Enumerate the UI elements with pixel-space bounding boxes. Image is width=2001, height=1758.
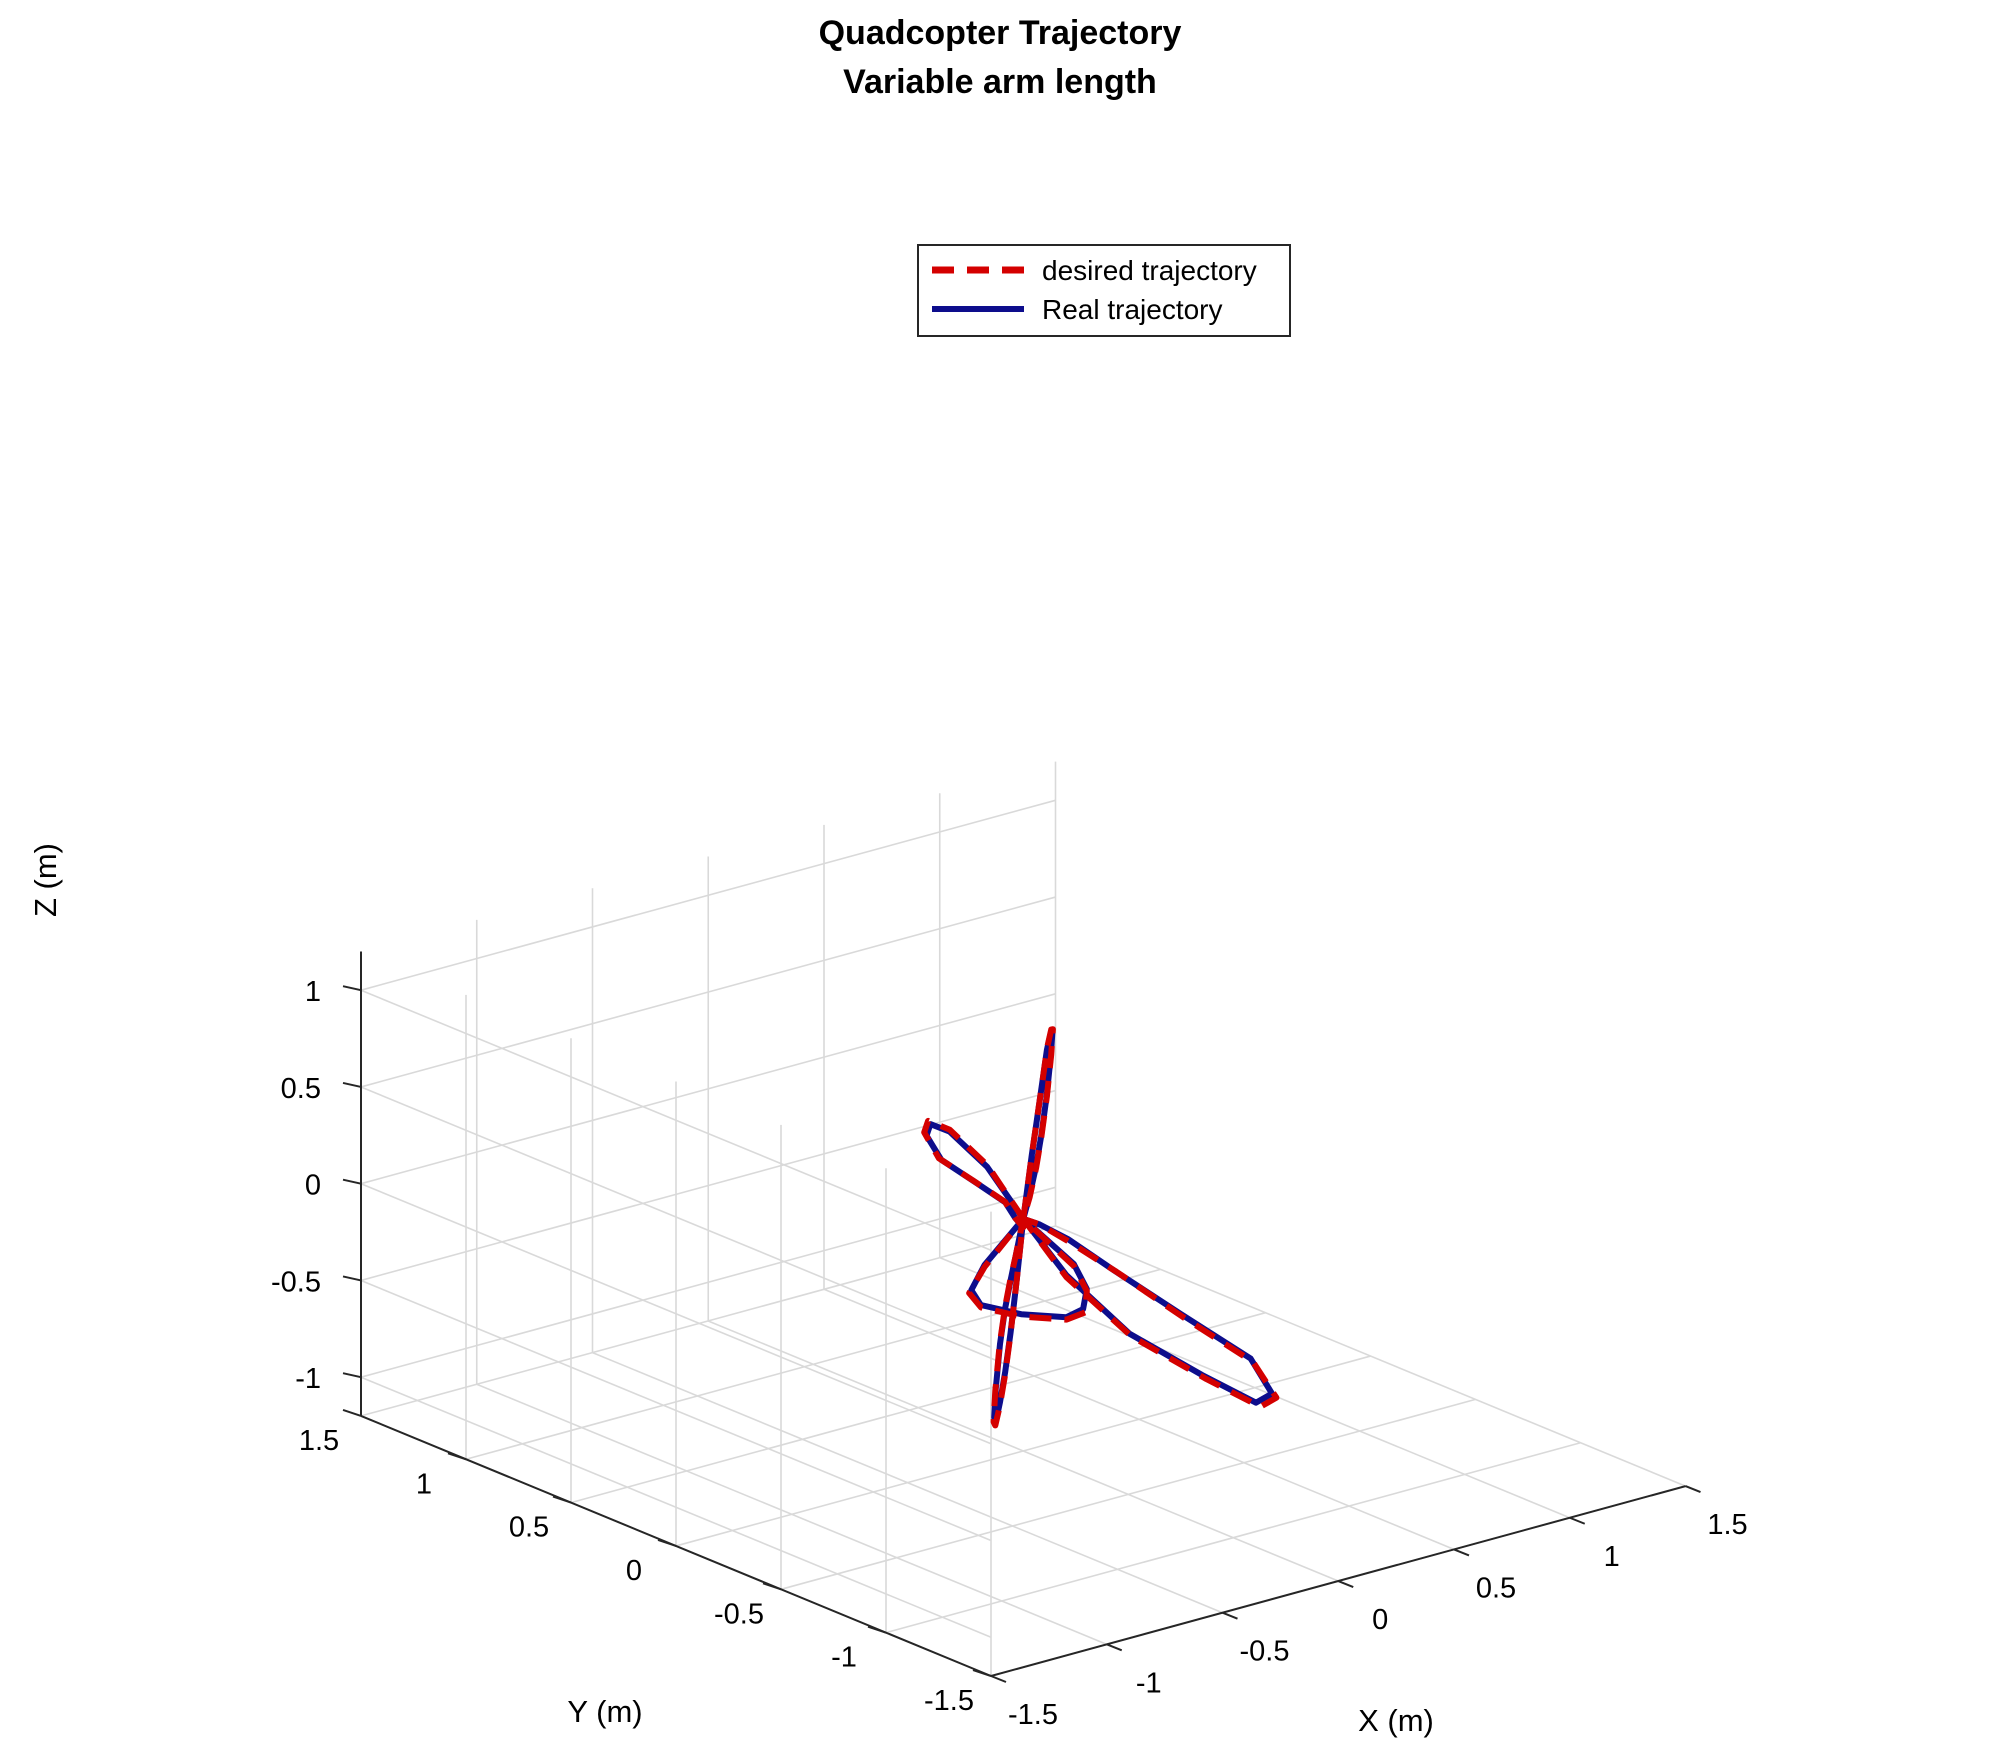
grid-floor-y-3 [675, 1355, 1371, 1547]
axes [342, 951, 1701, 1683]
x-tick-mark-1 [1106, 1643, 1123, 1652]
series-lines [921, 1026, 1280, 1429]
series-desired-trajectory [921, 1026, 1280, 1429]
y-tick-mark-1 [867, 1625, 887, 1634]
grid-backwall-z-2 [360, 993, 1056, 1185]
grid-sidewall-z-1 [360, 1279, 992, 1542]
grid-floor-y-1 [885, 1441, 1581, 1634]
y-tick-mark-6 [342, 1408, 362, 1417]
z-tick-label-1: -0.5 [271, 1266, 321, 1298]
z-tick-mark-4 [342, 985, 362, 992]
y-tick-mark-4 [552, 1495, 572, 1504]
grid-backwall-z-3 [360, 896, 1056, 1088]
y-tick-label-5: 1 [416, 1468, 432, 1500]
y-tick-mark-3 [657, 1539, 677, 1547]
y-tick-label-0: -1.5 [924, 1685, 974, 1717]
grid-sidewall-z-4 [360, 989, 992, 1252]
grid-sidewall-z-3 [360, 1086, 992, 1348]
x-tick-label-5: 1 [1604, 1541, 1620, 1573]
z-tick-label-4: 1 [305, 976, 321, 1008]
x-tick-label-4: 0.5 [1476, 1572, 1516, 1604]
y-axis-label: Y (m) [567, 1694, 642, 1729]
x-tick-mark-2 [1222, 1611, 1238, 1620]
z-tick-mark-0 [342, 1372, 362, 1379]
z-axis-label: Z (m) [28, 843, 63, 917]
x-tick-mark-5 [1569, 1516, 1586, 1525]
grid-floor-y-5 [465, 1268, 1161, 1461]
grid-floor-y-2 [780, 1398, 1476, 1591]
z-tick-mark-2 [342, 1178, 362, 1185]
x-tick-mark-0 [990, 1675, 1007, 1683]
y-tick-label-2: -0.5 [714, 1598, 764, 1630]
grid-sidewall-z-2 [360, 1182, 992, 1445]
grid-backwall-z-0 [360, 1186, 1056, 1378]
x-tick-label-1: -1 [1136, 1667, 1162, 1699]
legend[interactable]: desired trajectory Real trajectory [917, 244, 1291, 337]
z-tick-mark-1 [342, 1275, 362, 1282]
z-tick-label-3: 0.5 [281, 1073, 321, 1105]
y-tick-label-4: 0.5 [509, 1512, 549, 1544]
chart-title: Quadcopter Trajectory [819, 14, 1182, 52]
tick-labels: -1.5 -1 -0.5 0 0.5 1 1.5 -1.5 -1 -0.5 0 0.5 1 1.5 -1 -0… [271, 976, 1748, 1731]
y-tick-mark-2 [762, 1582, 782, 1591]
x-tick-label-3: 0 [1372, 1604, 1388, 1636]
grid-sidewall-z-0 [360, 1376, 992, 1639]
legend-box [917, 244, 1291, 337]
x-tick-label-6: 1.5 [1707, 1509, 1747, 1541]
y-tick-label-6: 1.5 [299, 1425, 339, 1457]
y-tick-mark-5 [447, 1452, 467, 1461]
chart-subtitle: Variable arm length [843, 63, 1157, 101]
z-tick-label-2: 0 [305, 1170, 321, 1202]
y-tick-label-3: 0 [626, 1555, 642, 1587]
x-tick-label-2: -0.5 [1240, 1636, 1290, 1668]
x-tick-label-0: -1.5 [1008, 1699, 1058, 1731]
grid-floor-y-6 [360, 1225, 1056, 1417]
x-tick-mark-4 [1453, 1548, 1470, 1557]
grid-backwall-z-1 [360, 1089, 1056, 1282]
grid-backwall-z-4 [360, 799, 1056, 991]
legend-label-desired: desired trajectory [1042, 255, 1257, 286]
z-tick-mark-3 [342, 1081, 362, 1088]
x-axis-label: X (m) [1358, 1703, 1434, 1738]
legend-label-real: Real trajectory [1042, 294, 1223, 325]
y-tick-mark-0 [972, 1669, 992, 1677]
y-tick-label-1: -1 [831, 1642, 857, 1674]
x-tick-mark-3 [1337, 1580, 1354, 1588]
z-tick-label-0: -1 [295, 1363, 321, 1395]
x-tick-mark-6 [1685, 1485, 1701, 1494]
